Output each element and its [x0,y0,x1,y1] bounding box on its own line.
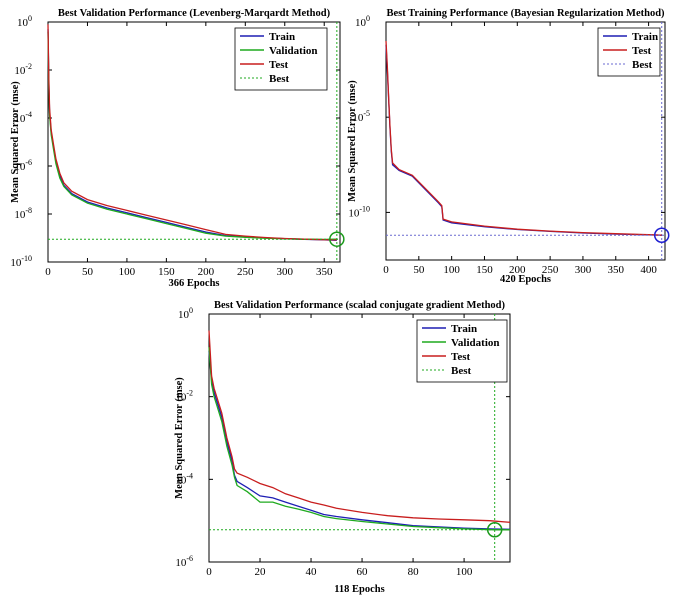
y-tick-label: 10-4 [14,110,32,125]
x-tick-label: 0 [45,266,51,278]
x-tick-label: 0 [383,264,389,276]
legend-label-best: Best [269,73,290,85]
chart-3: Best Validation Performance (scalad conj… [174,300,511,595]
y-tick-label: 100 [17,14,32,29]
best-point-marker [486,522,503,538]
legend-label-train: Train [269,31,295,43]
x-tick-label: 100 [456,566,473,578]
y-tick-label: 100 [178,306,193,321]
series-validation-line [208,347,510,531]
x-tick-label: 150 [158,266,175,278]
legend-box [234,27,328,91]
best-point-marker [653,227,670,243]
y-axis-label: Mean Squared Error (mse) [347,80,358,202]
plot-frame [47,21,341,263]
x-tick-label: 50 [82,266,94,278]
y-tick-label: 10-2 [175,389,193,404]
x-axis-label: 366 Epochs [168,278,219,289]
x-tick-label: 350 [316,266,333,278]
legend-label-train: Train [451,323,477,335]
y-axis-label: Mean Squared Error (mse) [10,81,21,203]
legend-label-test: Test [269,59,288,71]
x-tick-label: 50 [413,264,425,276]
x-tick-label: 250 [237,266,254,278]
y-tick-label: 10-10 [348,204,370,219]
legend-label-validation: Validation [269,45,318,57]
y-tick-label: 10-10 [10,254,32,269]
series-train-line [208,351,511,530]
x-tick-label: 300 [575,264,592,276]
x-axis-label: 118 Epochs [334,584,384,595]
x-tick-label: 400 [640,264,657,276]
x-axis-label: 420 Epochs [500,274,551,285]
y-tick-label: 100 [355,14,370,29]
chart-title: Best Validation Performance (Levenberg-M… [58,8,331,19]
x-tick-label: 0 [206,566,212,578]
legend-label-train: Train [632,31,658,43]
x-tick-label: 20 [255,566,267,578]
x-tick-label: 350 [608,264,625,276]
legend-label-validation: Validation [451,337,500,349]
y-tick-label: 10-2 [14,62,32,77]
y-tick-label: 10-8 [14,206,32,221]
x-tick-label: 40 [306,566,318,578]
series-test-line [47,24,337,241]
y-tick-label: 10-6 [175,554,193,569]
best-point-marker [329,231,345,247]
chart-title: Best Training Performance (Bayesian Regu… [386,8,665,19]
x-tick-label: 200 [509,264,526,276]
legend-label-test: Test [451,351,470,363]
x-tick-label: 60 [357,566,369,578]
x-tick-label: 150 [476,264,493,276]
legend-box [416,319,508,383]
chart-title: Best Validation Performance (scalad conj… [214,300,506,311]
series-test-line [208,330,511,523]
x-tick-label: 100 [119,266,136,278]
y-axis-label: Mean Squared Error (mse) [174,377,185,499]
chart-1: Best Validation Performance (Levenberg-M… [10,8,345,289]
y-tick-label: 10-5 [352,109,370,124]
plot-frame [208,313,511,563]
plot-frame [385,21,666,261]
legend-label-test: Test [632,45,651,57]
chart-2: Best Training Performance (Bayesian Regu… [347,8,670,285]
x-tick-label: 250 [542,264,559,276]
y-tick-label: 10-4 [175,471,193,486]
legend-label-best: Best [451,365,472,377]
x-tick-label: 300 [277,266,294,278]
y-tick-label: 10-6 [14,158,32,173]
x-tick-label: 200 [198,266,215,278]
series-test-line [385,40,662,236]
legend-label-best: Best [632,59,653,71]
x-tick-label: 100 [443,264,460,276]
x-tick-label: 80 [408,566,420,578]
